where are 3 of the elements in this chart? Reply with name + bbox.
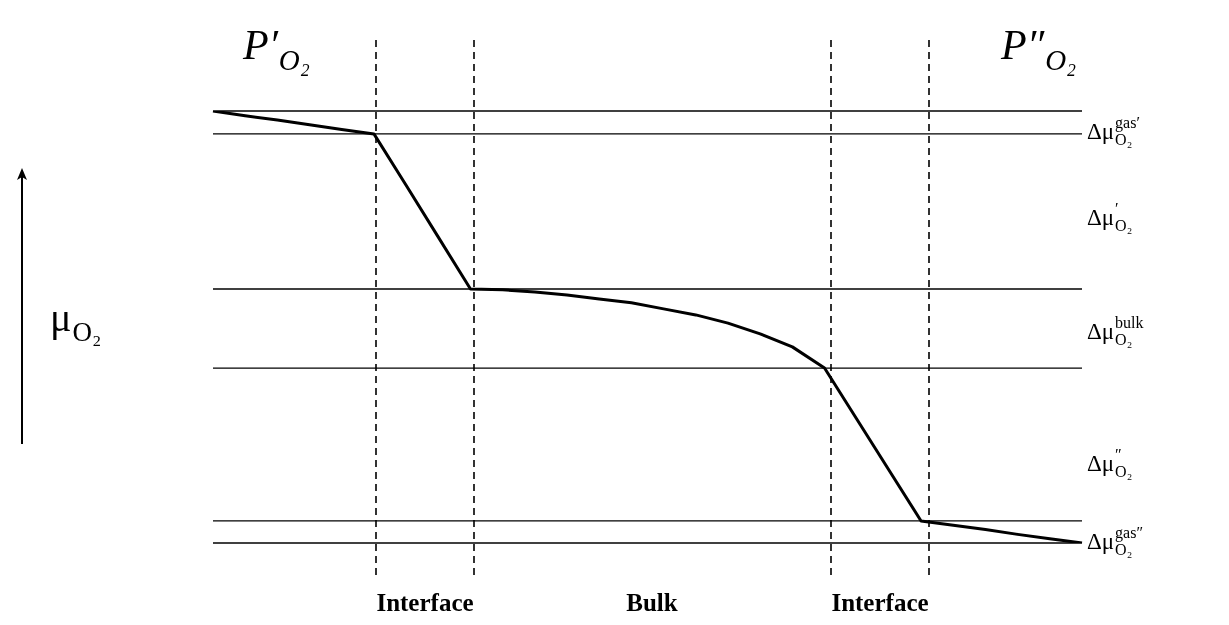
text: Interface — [831, 589, 929, 617]
text: Bulk — [626, 589, 678, 617]
text: Interface — [376, 589, 474, 617]
